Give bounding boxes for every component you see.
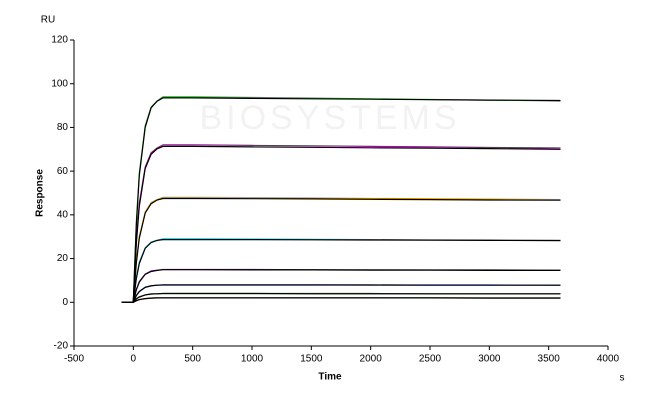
y-tick-label: 60 <box>57 166 69 177</box>
y-unit: RU <box>41 15 55 26</box>
x-tick-label: 3000 <box>478 354 501 365</box>
y-tick-label: 120 <box>51 35 68 46</box>
x-tick-label: 2000 <box>360 354 383 365</box>
y-tick-label: 20 <box>57 253 69 264</box>
sensorgram-line <box>121 145 561 303</box>
x-tick-label: 1000 <box>241 354 264 365</box>
x-tick-label: 1500 <box>300 354 323 365</box>
x-tick-label: 500 <box>184 354 201 365</box>
x-tick-label: 4000 <box>597 354 620 365</box>
sensorgram-line <box>121 292 561 303</box>
sensorgram-line <box>121 144 561 303</box>
x-tick-label: 3500 <box>538 354 561 365</box>
sensorgram-line <box>121 297 561 303</box>
x-tick-label: 0 <box>131 354 137 365</box>
sensorgram-line <box>121 196 561 303</box>
watermark: BIOSYSTEMS <box>199 99 460 137</box>
y-tick-label: 0 <box>62 297 68 308</box>
sensorgram-line <box>121 284 561 303</box>
y-axis-label: Response <box>35 169 46 217</box>
y-tick-label: 40 <box>57 209 69 220</box>
y-tick-label: 80 <box>57 122 69 133</box>
sensorgram-line <box>121 197 561 303</box>
y-tick-label: -20 <box>54 341 69 352</box>
x-tick-label: -500 <box>64 354 84 365</box>
y-tick-label: 100 <box>51 78 68 89</box>
x-tick-label: 2500 <box>419 354 442 365</box>
sensorgram-line <box>121 269 561 303</box>
sensorgram-line <box>121 97 561 303</box>
sensorgram-line <box>121 239 561 303</box>
x-unit: s <box>620 373 625 384</box>
x-axis-label: Time <box>318 372 342 383</box>
